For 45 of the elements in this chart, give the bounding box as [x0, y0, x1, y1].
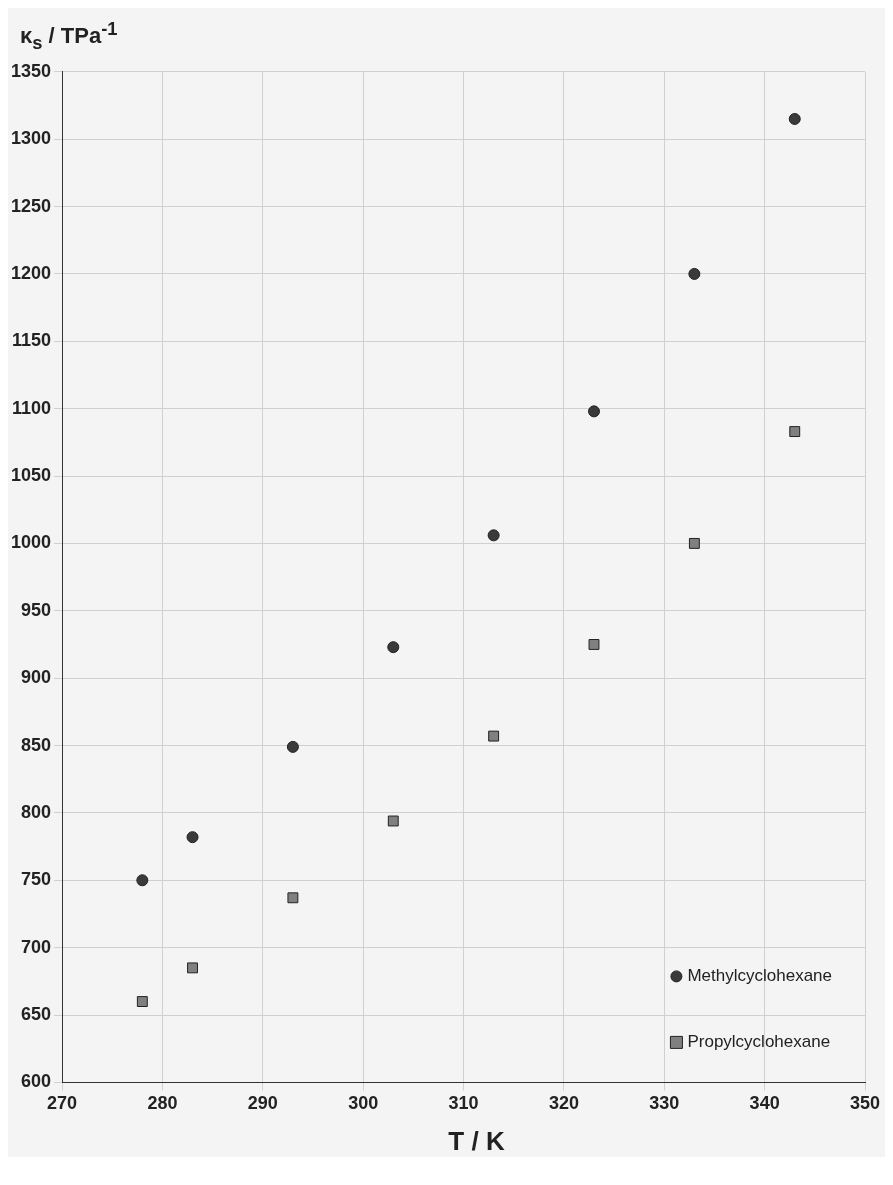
x-tick-label: 280	[147, 1092, 178, 1113]
point	[387, 815, 399, 827]
point	[287, 892, 299, 903]
point	[688, 537, 700, 549]
x-tick-label: 290	[247, 1092, 278, 1113]
y-tick-label: 1150	[11, 329, 52, 350]
y-tick-label: 1200	[11, 262, 52, 283]
y-tick-label: 900	[21, 666, 52, 687]
x-tick-label: 300	[348, 1092, 379, 1113]
point	[488, 730, 500, 742]
y-tick-label: 1300	[11, 127, 52, 148]
x-tick-label: 310	[448, 1092, 479, 1113]
y-tick-label: 750	[21, 868, 52, 889]
x-tick-label: 330	[649, 1092, 680, 1113]
y-tick-label: 850	[21, 734, 52, 755]
point	[136, 874, 149, 886]
x-tick-label: 340	[749, 1092, 780, 1113]
x-tick-label: 320	[548, 1092, 579, 1113]
point	[789, 425, 801, 437]
point	[136, 995, 148, 1007]
point	[286, 740, 299, 753]
point	[588, 638, 600, 650]
y-tick-label: 1350	[11, 60, 52, 81]
x-tick-label: 350	[849, 1092, 881, 1113]
y-tick-label: 1050	[11, 464, 52, 485]
y-tick-label: 1000	[11, 532, 52, 553]
point	[487, 529, 500, 542]
y-tick-label: 1250	[11, 195, 52, 216]
x-tick-label: 270	[47, 1092, 78, 1113]
y-tick-label: 950	[21, 599, 52, 620]
point	[788, 112, 801, 125]
point	[588, 405, 600, 418]
legend-label: Propylcyclohexane	[687, 1031, 831, 1051]
point	[387, 640, 400, 653]
point	[187, 962, 198, 974]
y-tick-label: 600	[21, 1071, 52, 1092]
y-tick-label: 1100	[11, 397, 52, 418]
x-axis-title: T / K	[447, 1124, 506, 1157]
y-tick-label: 650	[21, 1003, 52, 1024]
y-tick-label: 800	[21, 801, 52, 822]
point	[186, 830, 199, 843]
y-tick-label: 700	[21, 936, 52, 957]
y-axis-title: κ$_{s}$ / TPa$^{-1}$	[19, 17, 119, 55]
point	[688, 267, 701, 280]
legend-label: Methylcyclohexane	[687, 965, 832, 985]
